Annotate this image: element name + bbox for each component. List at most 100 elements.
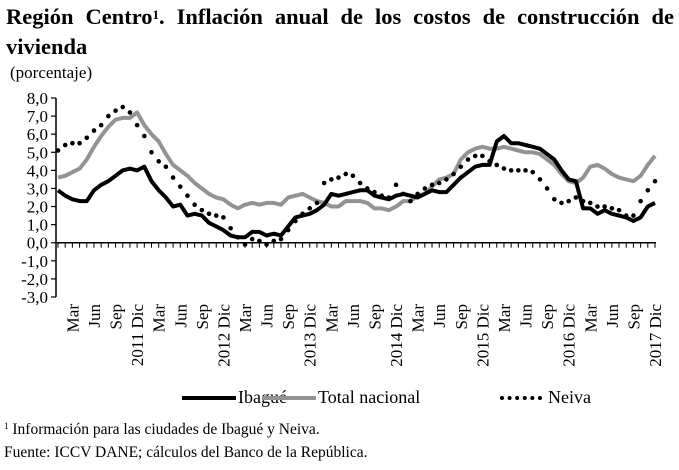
data-point-neiva	[106, 113, 111, 119]
x-tick-label: 2012 Dic	[214, 304, 233, 367]
data-point-neiva	[429, 182, 435, 188]
y-axis-unit-label: (porcentaje)	[10, 63, 93, 82]
legend-swatch-ibague	[182, 395, 236, 400]
data-point-neiva	[357, 180, 363, 186]
x-axis	[56, 241, 656, 248]
series-line-ibagu	[56, 134, 656, 240]
data-point-neiva	[235, 235, 241, 240]
legend: Ibagué Total nacional Neiva	[0, 387, 679, 411]
data-point-neiva	[221, 215, 226, 220]
chart-title: Región Centro1. Inflación anual de los c…	[6, 2, 674, 62]
data-point-neiva	[70, 140, 75, 146]
data-point-neiva	[113, 108, 118, 113]
title-main: Región Centro	[6, 4, 153, 29]
y-tick-label: 8,0	[27, 89, 48, 108]
data-point-neiva	[199, 207, 205, 213]
data-point-neiva	[84, 135, 90, 141]
data-point-neiva	[264, 242, 269, 247]
y-tick-label: 4,0	[27, 161, 48, 180]
series-line-total-nacional	[57, 110, 657, 213]
y-axis: 8,07,06,05,04,03,02,01,00,0-1,0-2,0-3,0	[21, 89, 57, 307]
data-point-neiva	[257, 238, 262, 244]
data-point-neiva	[595, 204, 600, 209]
data-point-neiva	[91, 128, 97, 133]
data-point-neiva	[55, 148, 61, 153]
data-point-neiva	[400, 191, 406, 197]
data-point-neiva	[523, 168, 528, 173]
y-tick-label: 1,0	[27, 216, 48, 235]
data-point-neiva	[501, 166, 507, 171]
x-tick-label: Jun	[603, 304, 622, 328]
data-point-neiva	[177, 184, 183, 189]
x-tick-label: Jun	[171, 304, 190, 328]
data-point-neiva	[213, 213, 219, 218]
x-tick-label: Jun	[258, 304, 277, 328]
data-point-neiva	[120, 104, 126, 110]
series-neiva	[55, 104, 658, 247]
x-tick-labels: Mar Jun Sep 2011 Dic Mar Jun Sep 2012 Dic Mar Jun…	[63, 304, 665, 367]
data-point-neiva	[156, 159, 161, 164]
data-point-neiva	[149, 149, 154, 155]
data-point-neiva	[249, 236, 255, 242]
data-point-neiva	[62, 142, 68, 148]
data-point-neiva	[623, 213, 629, 218]
legend-label-neiva: Neiva	[548, 387, 591, 407]
x-tick-label: 2015 Dic	[473, 304, 492, 367]
x-tick-label: 2016 Dic	[560, 304, 579, 367]
footnote: 1 Información para las ciudades de Ibagu…	[4, 421, 320, 439]
data-point-neiva	[307, 206, 313, 211]
x-tick-label: Mar	[495, 304, 514, 333]
x-tick-label: Mar	[581, 304, 600, 333]
series-ibagu	[56, 134, 656, 240]
legend-label-total-nacional: Total nacional	[318, 387, 421, 407]
legend-item-total-nacional: Total nacional	[262, 387, 420, 408]
data-point-neiva	[422, 186, 428, 191]
data-point-neiva	[314, 200, 320, 206]
data-point-neiva	[343, 171, 349, 177]
x-tick-label: Mar	[322, 304, 341, 333]
data-point-neiva	[616, 207, 622, 213]
x-tick-label: Jun	[517, 304, 536, 328]
data-point-neiva	[134, 122, 140, 128]
x-tick-label: Mar	[409, 304, 428, 333]
data-point-neiva	[364, 186, 370, 191]
x-tick-label: Jun	[344, 304, 363, 328]
data-point-neiva	[163, 164, 169, 170]
data-point-neiva	[580, 198, 586, 204]
data-point-neiva	[242, 242, 248, 247]
y-tick-label: -2,0	[21, 270, 48, 289]
data-point-neiva	[293, 218, 298, 224]
data-point-neiva	[278, 236, 284, 242]
x-tick-label: Sep	[193, 304, 212, 330]
data-point-neiva	[170, 175, 176, 180]
data-point-neiva	[451, 171, 456, 177]
data-point-neiva	[566, 198, 571, 204]
footnote-marker: 1	[4, 421, 9, 431]
data-point-neiva	[602, 204, 607, 209]
data-point-neiva	[552, 197, 557, 202]
data-point-neiva	[336, 175, 341, 180]
data-point-neiva	[321, 180, 327, 186]
legend-swatch-neiva	[500, 395, 542, 400]
series-layer	[55, 104, 658, 247]
y-tick-label: -3,0	[21, 288, 48, 307]
data-point-neiva	[185, 193, 190, 198]
data-point-neiva	[77, 140, 82, 146]
x-tick-label: Sep	[107, 304, 126, 330]
data-point-neiva	[393, 182, 399, 188]
y-tick-label: -1,0	[21, 252, 48, 271]
data-point-neiva	[516, 168, 521, 173]
data-point-neiva	[415, 191, 420, 197]
data-point-neiva	[465, 157, 471, 162]
data-point-neiva	[206, 211, 212, 217]
data-point-neiva	[645, 187, 651, 193]
data-point-neiva	[587, 200, 593, 206]
data-point-neiva	[472, 153, 478, 159]
x-tick-label: Jun	[85, 304, 104, 328]
data-point-neiva	[98, 122, 104, 128]
data-point-neiva	[271, 238, 277, 244]
x-tick-label: Sep	[624, 304, 643, 330]
x-tick-label: Sep	[538, 304, 557, 330]
data-point-neiva	[508, 168, 514, 173]
